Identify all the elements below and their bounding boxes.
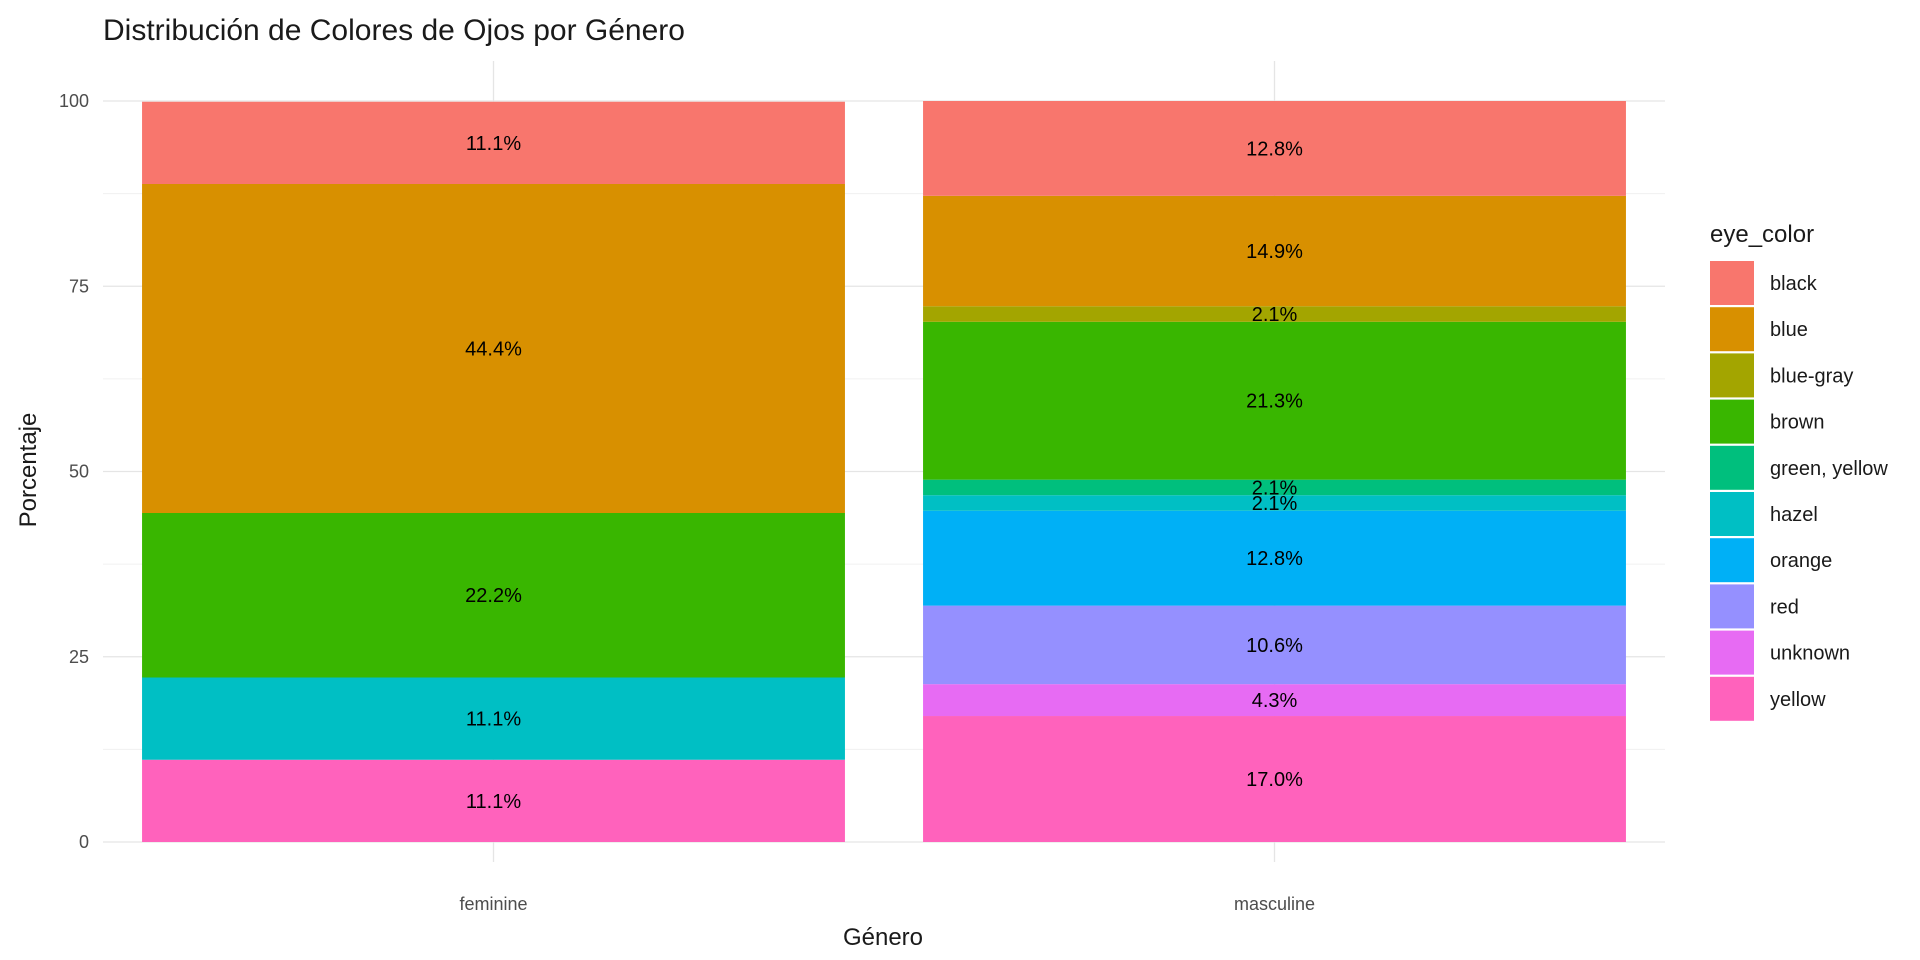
bar-segment xyxy=(923,510,1626,606)
legend-label: blue-gray xyxy=(1770,365,1853,387)
legend-label: black xyxy=(1770,273,1818,295)
legend-label: hazel xyxy=(1770,504,1818,526)
y-tick-label: 0 xyxy=(79,832,89,852)
bar-data-label: 11.1% xyxy=(466,791,521,813)
y-axis: 0 25 50 75 100 xyxy=(59,91,89,852)
bar-segment xyxy=(923,101,1626,196)
x-tick-label: feminine xyxy=(459,894,527,914)
bar-segment xyxy=(923,716,1626,842)
bar-data-label: 11.1% xyxy=(466,133,521,155)
labels-layer: 11.1% 11.1% 22.2% 44.4% 11.1% 17.0% 4.3% 10.6% 1… xyxy=(465,133,1303,813)
bars-layer xyxy=(142,101,1626,842)
bar-data-label: 12.8% xyxy=(1246,138,1303,160)
legend-key xyxy=(1710,353,1754,398)
legend-key xyxy=(1710,630,1754,675)
legend-label: yellow xyxy=(1770,689,1826,711)
bar-segment xyxy=(923,195,1626,307)
bar-segment xyxy=(923,684,1626,717)
x-axis: feminine masculine xyxy=(459,894,1315,914)
bar-data-label: 22.2% xyxy=(465,585,522,607)
x-tick-label: masculine xyxy=(1234,894,1315,914)
legend-label: unknown xyxy=(1770,643,1850,665)
legend-key xyxy=(1710,445,1754,490)
legend-label: orange xyxy=(1770,550,1832,572)
y-axis-title: Porcentaje xyxy=(15,413,42,528)
bar-data-label: 12.8% xyxy=(1246,548,1303,570)
bar-segment xyxy=(923,306,1626,322)
legend-label: green, yellow xyxy=(1770,458,1888,480)
bar-segment xyxy=(142,759,845,842)
legend-key xyxy=(1710,538,1754,583)
y-tick-label: 25 xyxy=(69,647,89,667)
y-tick-label: 100 xyxy=(59,91,89,111)
bar-data-label: 44.4% xyxy=(465,338,522,360)
legend-key xyxy=(1710,307,1754,352)
y-tick-label: 75 xyxy=(69,276,89,296)
bar-segment xyxy=(923,605,1626,685)
legend-key xyxy=(1710,676,1754,721)
legend-label: red xyxy=(1770,596,1799,618)
bar-data-label: 2.1% xyxy=(1252,477,1298,499)
bar-data-label: 11.1% xyxy=(466,709,521,731)
legend: eye_color black blue blue-gray brown green, … xyxy=(1710,221,1888,721)
legend-label: brown xyxy=(1770,412,1824,434)
bar-data-label: 14.9% xyxy=(1246,241,1303,263)
chart-title: Distribución de Colores de Ojos por Géne… xyxy=(103,14,685,47)
bar-data-label: 2.1% xyxy=(1252,304,1298,326)
bar-segment xyxy=(142,677,845,760)
legend-key xyxy=(1710,492,1754,536)
bar-segment xyxy=(923,495,1626,511)
bar-data-label: 4.3% xyxy=(1252,690,1298,712)
legend-key xyxy=(1710,261,1754,305)
bar-data-label: 17.0% xyxy=(1246,769,1303,791)
bar-data-label: 10.6% xyxy=(1246,635,1303,657)
x-axis-title: Género xyxy=(843,924,923,951)
bar-segment xyxy=(142,183,845,513)
legend-title: eye_color xyxy=(1710,221,1814,248)
legend-label: blue xyxy=(1770,319,1808,341)
bar-data-label: 21.3% xyxy=(1246,391,1303,413)
bar-data-label: 2.1% xyxy=(1252,493,1298,515)
bar-segment xyxy=(142,101,845,184)
bar-segment xyxy=(142,512,845,678)
bar-segment xyxy=(923,321,1626,480)
bar-segment xyxy=(923,479,1626,496)
legend-key xyxy=(1710,584,1754,629)
legend-key xyxy=(1710,399,1754,444)
y-tick-label: 50 xyxy=(69,462,89,482)
